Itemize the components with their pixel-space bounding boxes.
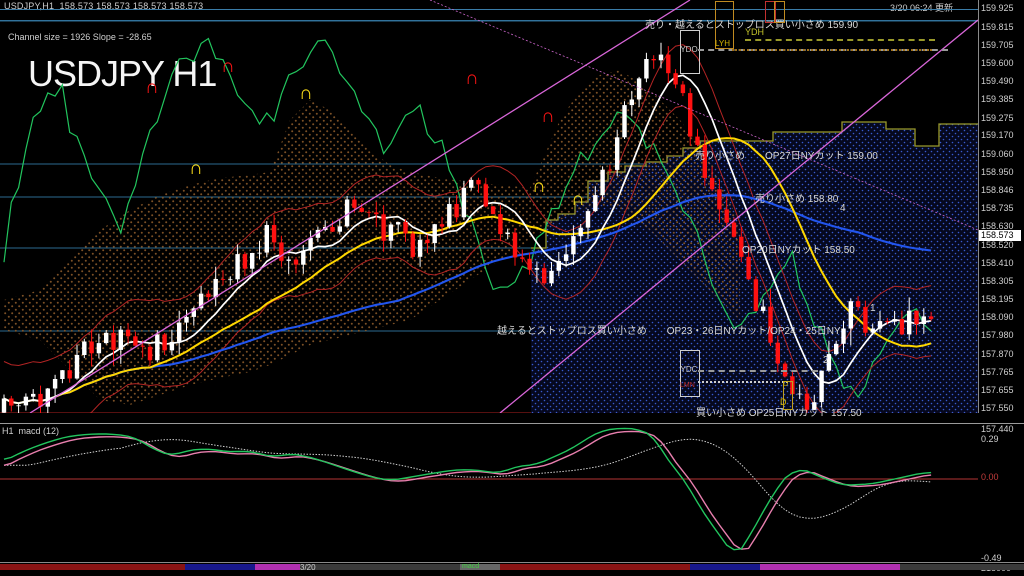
- svg-text:∩: ∩: [145, 77, 159, 98]
- svg-text:∩: ∩: [221, 56, 235, 77]
- svg-text:∩: ∩: [189, 158, 203, 179]
- svg-text:∩: ∩: [299, 83, 313, 104]
- svg-text:∩: ∩: [465, 68, 479, 89]
- svg-text:∩: ∩: [532, 176, 546, 197]
- svg-text:∩: ∩: [541, 106, 555, 127]
- svg-text:∩: ∩: [571, 189, 585, 210]
